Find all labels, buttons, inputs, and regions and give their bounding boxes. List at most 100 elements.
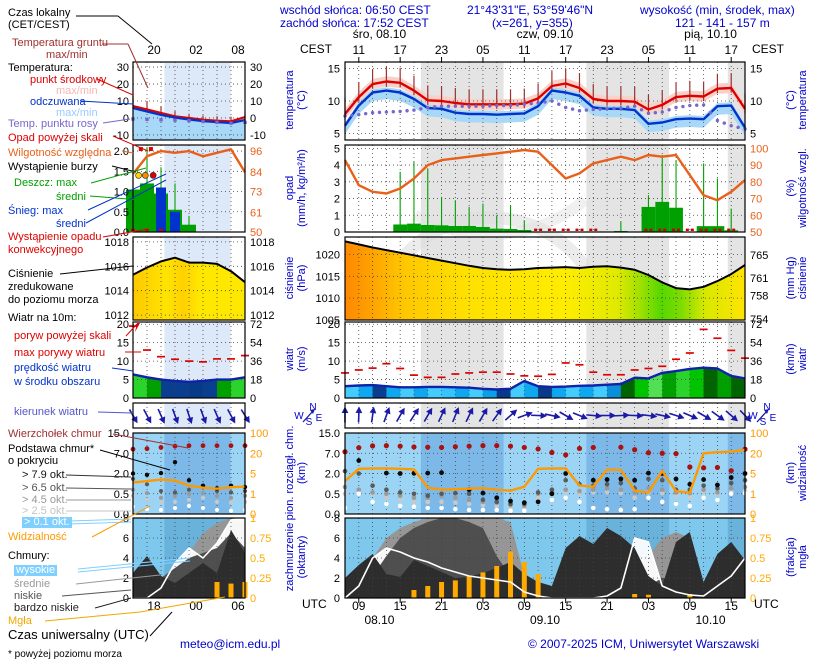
svg-text:17: 17 — [393, 43, 407, 57]
svg-text:1: 1 — [250, 489, 256, 501]
svg-text:4: 4 — [334, 160, 340, 172]
svg-text:30: 30 — [117, 62, 129, 74]
svg-text:08: 08 — [231, 43, 245, 57]
svg-text:03: 03 — [642, 599, 656, 613]
svg-text:5: 5 — [334, 129, 340, 141]
axis-title-right-clouds: (frakcja) mgła — [785, 537, 809, 577]
svg-text:2: 2 — [334, 194, 340, 206]
sunset-time: zachód słońca: 17:52 CEST — [280, 16, 429, 30]
legend-item: Wystąpienie burzy — [8, 161, 98, 173]
contact-email-link[interactable]: meteo@icm.edu.pl — [180, 637, 281, 651]
svg-text:20: 20 — [750, 448, 762, 460]
legend-item: Czas lokalny — [8, 7, 71, 19]
svg-text:0: 0 — [250, 393, 256, 405]
svg-text:1: 1 — [750, 489, 756, 501]
svg-text:15: 15 — [750, 64, 762, 76]
legend-item: (CET/CEST) — [8, 19, 70, 31]
svg-text:0: 0 — [123, 393, 129, 405]
legend-item: Podstawa chmur* — [8, 443, 95, 455]
legend-item: Temp. punktu rosy — [8, 118, 98, 130]
svg-text:N: N — [309, 402, 316, 413]
svg-text:E: E — [770, 413, 777, 424]
svg-text:0.5: 0.5 — [114, 489, 129, 501]
legend-item: Opad powyżej skali — [8, 132, 103, 144]
legend-item: wysokie — [14, 564, 58, 576]
legend-item: zredukowane — [8, 281, 74, 293]
svg-text:0.25: 0.25 — [250, 573, 271, 585]
svg-text:0: 0 — [334, 227, 340, 239]
legend-item: w środku obszaru — [14, 376, 101, 388]
legend-item: max/min — [56, 107, 98, 119]
svg-text:1018: 1018 — [250, 237, 274, 249]
svg-text:0.5: 0.5 — [250, 553, 265, 565]
svg-text:90: 90 — [750, 160, 762, 172]
svg-text:1020: 1020 — [316, 249, 340, 261]
svg-text:10: 10 — [750, 96, 762, 108]
svg-text:11: 11 — [518, 43, 531, 57]
svg-text:10: 10 — [328, 356, 340, 368]
svg-text:21: 21 — [435, 599, 449, 613]
legend-item: konwekcyjnego — [8, 244, 84, 256]
svg-text:1016: 1016 — [250, 261, 274, 273]
svg-text:72: 72 — [750, 319, 762, 331]
svg-text:15.0: 15.0 — [319, 428, 340, 440]
legend-item: punkt środkowy — [30, 74, 107, 86]
svg-text:4: 4 — [123, 553, 129, 565]
svg-text:15: 15 — [393, 599, 407, 613]
legend-item: Widzialność — [8, 531, 67, 543]
copyright: © 2007-2025 ICM, Uniwersytet Warszawski — [528, 637, 760, 651]
svg-text:36: 36 — [750, 356, 762, 368]
svg-text:1014: 1014 — [250, 286, 274, 298]
svg-text:E: E — [316, 413, 323, 424]
svg-text:1012: 1012 — [105, 310, 129, 322]
svg-text:0.0: 0.0 — [114, 227, 129, 239]
svg-text:5: 5 — [334, 375, 340, 387]
svg-text:15.0: 15.0 — [108, 428, 129, 440]
svg-text:0: 0 — [250, 509, 256, 521]
utc-label-right: UTC — [754, 597, 779, 611]
legend-item: Temperatura gruntu — [12, 37, 108, 49]
legend-item: średni — [56, 218, 86, 230]
svg-text:15: 15 — [328, 338, 340, 350]
legend-item: Wierzchołek chmur — [8, 428, 102, 440]
svg-text:-10: -10 — [250, 130, 266, 142]
coordinates: 21°43'31"E, 53°59'46"N — [466, 3, 594, 17]
sunrise-time: wschód słońca: 06:50 CEST — [280, 3, 431, 17]
legend-item: średni — [56, 191, 86, 203]
svg-text:1010: 1010 — [316, 293, 340, 305]
svg-text:23: 23 — [600, 43, 614, 57]
svg-text:54: 54 — [250, 338, 262, 350]
svg-text:20: 20 — [117, 319, 129, 331]
svg-text:50: 50 — [750, 227, 762, 239]
svg-text:5: 5 — [750, 469, 756, 481]
svg-text:0.0: 0.0 — [114, 509, 129, 521]
svg-text:758: 758 — [750, 291, 768, 303]
legend-item: max porywy wiatru — [14, 347, 106, 359]
svg-text:1005: 1005 — [316, 315, 340, 327]
utc-label-left: UTC — [302, 597, 327, 611]
svg-text:1: 1 — [334, 210, 340, 222]
svg-text:10: 10 — [250, 96, 262, 108]
legend-item: > 7.9 okt. — [22, 469, 68, 481]
legend-item: Mgła — [8, 615, 32, 627]
svg-text:09: 09 — [352, 599, 366, 613]
svg-text:5: 5 — [250, 469, 256, 481]
svg-text:765: 765 — [750, 250, 768, 262]
svg-text:W: W — [294, 411, 304, 422]
svg-text:3: 3 — [334, 177, 340, 189]
svg-text:0: 0 — [750, 393, 756, 405]
grid-point: (x=261, y=355) — [492, 16, 573, 30]
svg-text:8: 8 — [334, 513, 340, 525]
svg-text:20: 20 — [250, 79, 262, 91]
svg-text:761: 761 — [750, 273, 768, 285]
svg-text:80: 80 — [750, 177, 762, 189]
svg-text:czw, 09.10: czw, 09.10 — [517, 27, 574, 41]
legend-item: Chmury: — [8, 550, 50, 562]
legend-item: poryw powyżej skali — [14, 330, 112, 342]
svg-text:17: 17 — [725, 43, 739, 57]
svg-text:1015: 1015 — [316, 271, 340, 283]
svg-text:70: 70 — [750, 194, 762, 206]
legend-item: prędkość wiatru — [14, 362, 92, 374]
svg-text:03: 03 — [476, 599, 490, 613]
svg-text:W: W — [748, 411, 758, 422]
